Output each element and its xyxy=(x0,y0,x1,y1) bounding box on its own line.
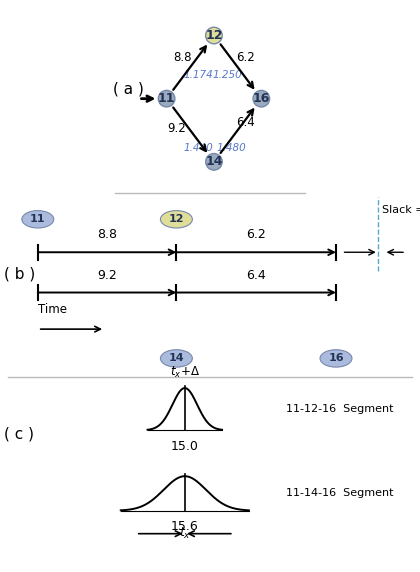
Text: ( a ): ( a ) xyxy=(113,81,144,96)
Text: 8.8: 8.8 xyxy=(97,228,117,241)
Text: 14: 14 xyxy=(168,353,184,363)
Text: 12: 12 xyxy=(205,29,223,42)
Text: 6.2: 6.2 xyxy=(236,51,255,63)
Text: 16: 16 xyxy=(252,92,270,105)
Text: 15.0: 15.0 xyxy=(171,440,199,453)
Text: 14: 14 xyxy=(205,156,223,168)
Text: 1.174: 1.174 xyxy=(183,70,213,80)
Ellipse shape xyxy=(160,349,192,367)
Ellipse shape xyxy=(320,349,352,367)
Text: 15.6: 15.6 xyxy=(171,521,199,533)
Ellipse shape xyxy=(22,210,54,228)
Text: ( c ): ( c ) xyxy=(4,427,34,442)
Circle shape xyxy=(253,90,270,107)
Text: 11-14-16  Segment: 11-14-16 Segment xyxy=(286,488,393,498)
Text: 11-12-16  Segment: 11-12-16 Segment xyxy=(286,404,393,414)
Text: Slack = 0.6: Slack = 0.6 xyxy=(382,205,420,215)
Text: 1.480: 1.480 xyxy=(217,143,247,153)
Text: Time: Time xyxy=(38,303,67,316)
Text: 16: 16 xyxy=(328,353,344,363)
Circle shape xyxy=(158,90,175,107)
Text: 1.250: 1.250 xyxy=(213,70,243,80)
Circle shape xyxy=(206,27,222,44)
Text: 8.8: 8.8 xyxy=(173,51,192,63)
Circle shape xyxy=(206,153,222,170)
Text: $t_x\!+\!\Delta$: $t_x\!+\!\Delta$ xyxy=(170,365,200,380)
Text: 6.4: 6.4 xyxy=(246,268,266,281)
Ellipse shape xyxy=(160,210,192,228)
Text: 6.2: 6.2 xyxy=(246,228,266,241)
Text: 9.2: 9.2 xyxy=(97,268,117,281)
Text: 1.440: 1.440 xyxy=(183,143,213,153)
Text: 11: 11 xyxy=(158,92,175,105)
Text: 11: 11 xyxy=(30,214,45,224)
Text: $t_x$: $t_x$ xyxy=(179,526,191,541)
Text: 9.2: 9.2 xyxy=(167,122,186,135)
Text: 6.4: 6.4 xyxy=(236,116,255,129)
Text: ( b ): ( b ) xyxy=(4,267,35,282)
Text: 12: 12 xyxy=(169,214,184,224)
